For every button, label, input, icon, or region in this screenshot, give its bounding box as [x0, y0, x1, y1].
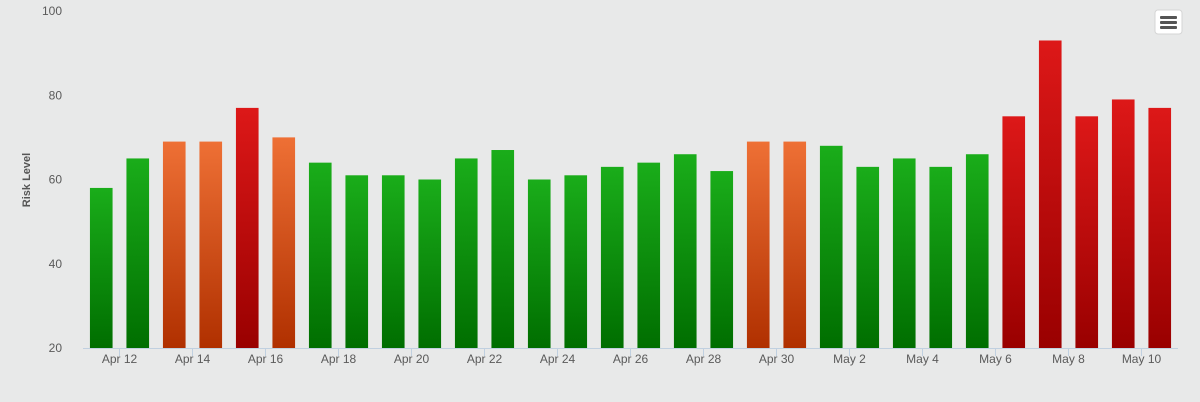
y-tick-label: 100: [42, 4, 62, 18]
bar[interactable]: [162, 141, 186, 348]
x-tick-label: Apr 18: [321, 352, 357, 366]
bar[interactable]: [637, 162, 661, 348]
y-tick-label: 40: [49, 257, 63, 271]
bar[interactable]: [1148, 107, 1172, 348]
y-tick-label: 20: [49, 341, 63, 355]
bar[interactable]: [564, 175, 588, 348]
x-tick-label: Apr 28: [686, 352, 722, 366]
x-tick-label: Apr 22: [467, 352, 503, 366]
x-axis: Apr 12 Apr 14 Apr 16 Apr 18 Apr 20 Apr 22 Apr …: [83, 348, 1178, 366]
y-tick-label: 60: [49, 173, 63, 187]
bar[interactable]: [199, 141, 223, 348]
bar[interactable]: [1038, 40, 1062, 349]
bar[interactable]: [89, 187, 113, 348]
bar[interactable]: [272, 137, 296, 349]
x-tick-label: Apr 26: [613, 352, 649, 366]
bar[interactable]: [454, 158, 478, 348]
x-tick-label: May 4: [906, 352, 939, 366]
x-tick-label: May 10: [1122, 352, 1162, 366]
bar[interactable]: [418, 179, 442, 349]
y-tick-label: 80: [49, 88, 63, 102]
x-tick-label: Apr 30: [759, 352, 795, 366]
y-axis: 20 40 60 80 100: [42, 4, 62, 355]
x-tick-label: Apr 12: [102, 352, 138, 366]
bar[interactable]: [965, 154, 989, 348]
bar[interactable]: [345, 175, 369, 348]
x-tick-label: May 8: [1052, 352, 1085, 366]
bar[interactable]: [308, 162, 332, 348]
bar[interactable]: [491, 150, 515, 348]
x-tick-label: Apr 20: [394, 352, 430, 366]
bar[interactable]: [819, 145, 843, 348]
x-tick-label: May 2: [833, 352, 866, 366]
bar[interactable]: [1111, 99, 1135, 349]
x-tick-label: May 6: [979, 352, 1012, 366]
bar[interactable]: [673, 154, 697, 348]
y-axis-title: Risk Level: [21, 153, 33, 207]
bar[interactable]: [527, 179, 551, 349]
chart-menu-button[interactable]: [1154, 9, 1183, 35]
bar[interactable]: [1075, 116, 1099, 348]
bar[interactable]: [1002, 116, 1026, 348]
bar[interactable]: [235, 107, 259, 348]
bars-group: [89, 40, 1172, 349]
bar[interactable]: [710, 171, 734, 348]
bar[interactable]: [856, 166, 880, 348]
bar[interactable]: [600, 166, 624, 348]
bar[interactable]: [381, 175, 405, 348]
bar[interactable]: [783, 141, 807, 348]
bar[interactable]: [892, 158, 916, 348]
x-tick-label: Apr 16: [248, 352, 284, 366]
x-tick-label: Apr 14: [175, 352, 211, 366]
bar[interactable]: [746, 141, 770, 348]
bar[interactable]: [126, 158, 150, 348]
bar[interactable]: [929, 166, 953, 348]
hamburger-menu-icon: [1160, 16, 1177, 29]
x-tick-label: Apr 24: [540, 352, 576, 366]
